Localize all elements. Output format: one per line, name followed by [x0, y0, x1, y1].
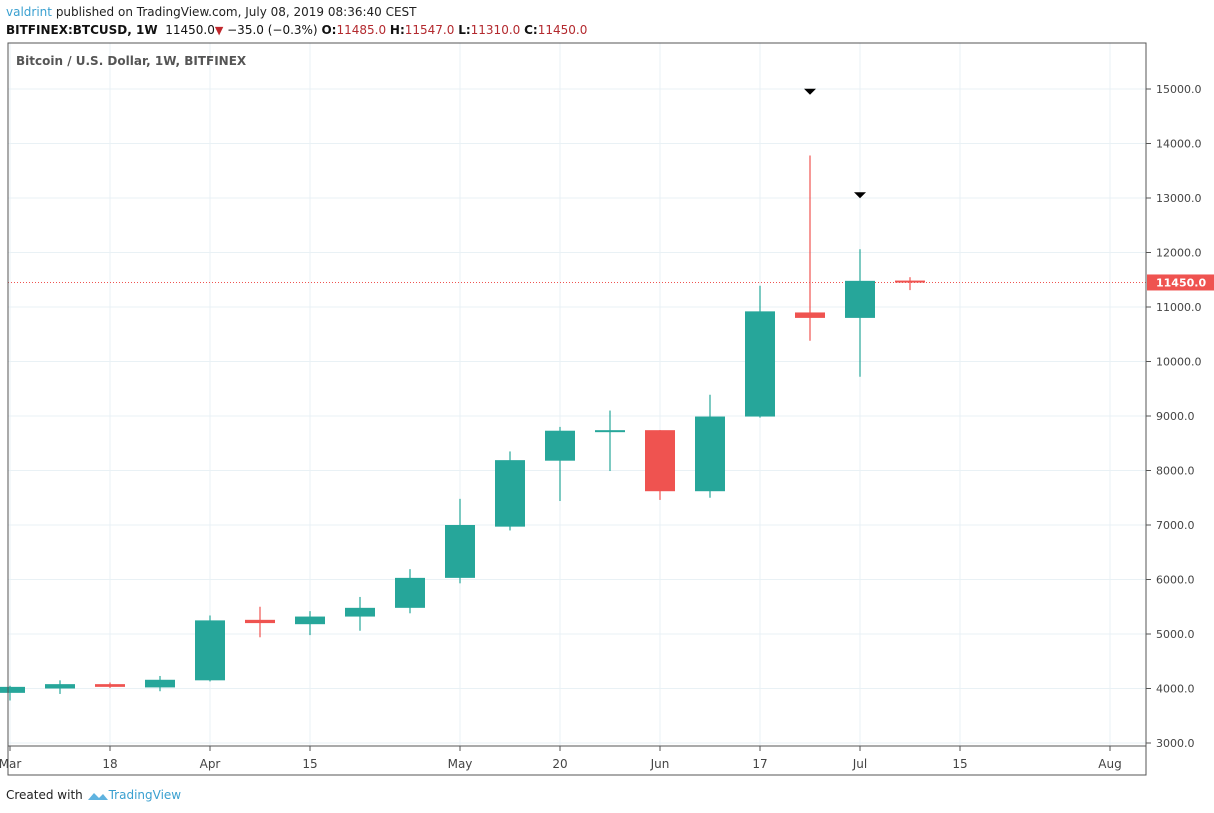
candle-body	[245, 619, 275, 624]
candle-body	[95, 684, 125, 687]
down-triangle-icon: ▼	[214, 24, 224, 37]
candle-body	[645, 430, 675, 492]
candle-body	[345, 607, 375, 617]
candle-body	[495, 460, 525, 527]
x-tick-label: 17	[752, 757, 767, 771]
candle-body	[745, 311, 775, 417]
x-tick-label: 20	[552, 757, 567, 771]
y-tick-label: 12000.0	[1156, 247, 1202, 260]
x-tick-label: 15	[952, 757, 967, 771]
y-tick-label: 3000.0	[1156, 737, 1195, 750]
candle-body	[45, 684, 75, 689]
y-tick-label: 10000.0	[1156, 356, 1202, 369]
open-value: 11485.0	[336, 23, 387, 37]
x-tick-label: Aug	[1098, 757, 1121, 771]
tradingview-link[interactable]: TradingView	[108, 788, 182, 802]
candlestick-chart[interactable]: Bitcoin / U.S. Dollar, 1W, BITFINEX 3000…	[0, 0, 1214, 785]
last-price-badge	[1147, 274, 1214, 291]
candle-body	[545, 430, 575, 461]
last-price: 11450.0	[165, 23, 215, 37]
high-value: 11547.0	[404, 23, 455, 37]
x-tick-label: Jun	[650, 757, 670, 771]
candle-body	[295, 616, 325, 625]
candle-body	[595, 430, 625, 433]
candle-body	[145, 679, 175, 688]
y-tick-label: 9000.0	[1156, 410, 1195, 423]
y-tick-label: 5000.0	[1156, 628, 1195, 641]
candle-body	[195, 620, 225, 681]
low-value: 11310.0	[470, 23, 521, 37]
ohlc-legend: BITFINEX:BTCUSD, 1W 11450.0▼ −35.0 (−0.3…	[6, 23, 588, 37]
last-price-label: 11450.0	[1156, 276, 1206, 289]
candle-body	[895, 280, 925, 283]
footer: Created with TradingView	[6, 788, 182, 802]
candle-body	[695, 416, 725, 492]
y-tick-label: 14000.0	[1156, 138, 1202, 151]
y-tick-label: 15000.0	[1156, 83, 1202, 96]
tradingview-logo-icon	[87, 788, 109, 802]
x-tick-label: 15	[302, 757, 317, 771]
y-tick-label: 6000.0	[1156, 574, 1195, 587]
x-tick-label: Apr	[200, 757, 221, 771]
chart-title: Bitcoin / U.S. Dollar, 1W, BITFINEX	[16, 54, 247, 68]
down-arrow-marker-icon	[854, 192, 866, 199]
author-link[interactable]: valdrint	[6, 5, 52, 19]
candle-body	[795, 312, 825, 318]
candle-body	[445, 525, 475, 578]
chart-frame	[7, 42, 1147, 776]
y-tick-label: 7000.0	[1156, 519, 1195, 532]
publish-info: valdrint published on TradingView.com, J…	[6, 5, 417, 19]
y-tick-label: 4000.0	[1156, 683, 1195, 696]
x-tick-label: Mar	[0, 757, 21, 771]
x-tick-label: May	[448, 757, 473, 771]
x-tick-label: 18	[102, 757, 117, 771]
publish-text: published on TradingView.com, July 08, 2…	[55, 5, 417, 19]
y-tick-label: 8000.0	[1156, 465, 1195, 478]
close-value: 11450.0	[537, 23, 588, 37]
y-tick-label: 13000.0	[1156, 192, 1202, 205]
candle-body	[845, 280, 875, 318]
candle-body	[0, 686, 25, 693]
candle-body	[395, 577, 425, 608]
down-arrow-marker-icon	[804, 88, 816, 95]
y-tick-label: 11000.0	[1156, 301, 1202, 314]
change: −35.0 (−0.3%)	[227, 23, 318, 37]
x-tick-label: Jul	[852, 757, 867, 771]
symbol: BITFINEX:BTCUSD, 1W	[6, 23, 158, 37]
